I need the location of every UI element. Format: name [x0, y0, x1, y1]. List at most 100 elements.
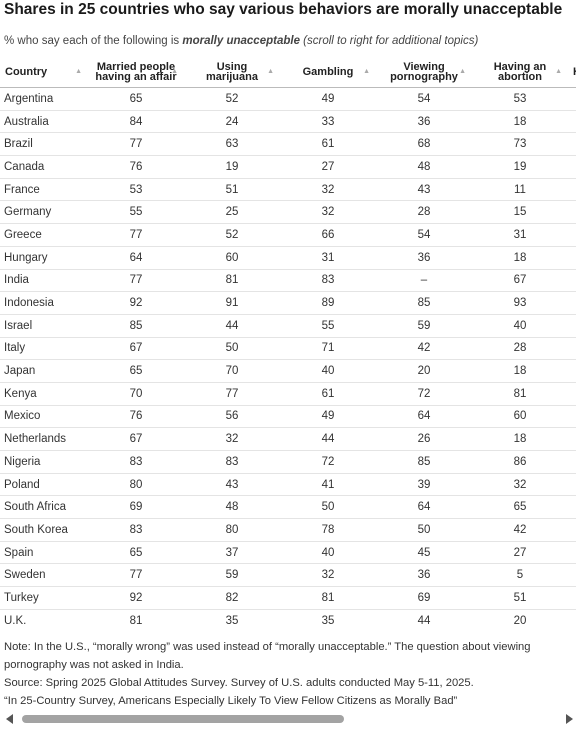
truncated-cell: [568, 563, 576, 588]
value-cell: 65: [88, 541, 184, 565]
table-row: U.K. 81 35 35 44 20: [0, 609, 576, 626]
column-header-pornography[interactable]: Viewing pornography ▲: [376, 56, 472, 88]
scroll-left-arrow-icon[interactable]: [6, 714, 13, 724]
horizontal-scrollbar[interactable]: [0, 713, 576, 727]
sort-triangle-icon[interactable]: ▲: [363, 68, 370, 75]
value-cell: 66: [280, 223, 376, 247]
value-cell: –: [376, 269, 472, 293]
country-cell: Poland: [0, 473, 88, 497]
country-cell: India: [0, 269, 88, 293]
value-cell: 40: [472, 314, 568, 338]
table-row: South Korea 83 80 78 50 42: [0, 518, 576, 542]
value-cell: 44: [376, 609, 472, 626]
value-cell: 71: [280, 337, 376, 361]
value-cell: 83: [88, 450, 184, 474]
scrollbar-thumb[interactable]: [22, 715, 344, 723]
value-cell: 32: [280, 178, 376, 202]
value-cell: 36: [376, 246, 472, 270]
value-cell: 76: [88, 155, 184, 179]
truncated-cell: [568, 541, 576, 565]
value-cell: 54: [376, 87, 472, 111]
value-cell: 70: [88, 382, 184, 406]
sort-triangle-icon[interactable]: ▲: [75, 68, 82, 75]
value-cell: 93: [472, 291, 568, 315]
truncated-cell: [568, 473, 576, 497]
sort-triangle-icon[interactable]: ▲: [267, 68, 274, 75]
value-cell: 36: [376, 110, 472, 134]
column-header-label: Having an abortion: [493, 60, 547, 83]
scroll-right-arrow-icon[interactable]: [566, 714, 573, 724]
country-cell: Germany: [0, 200, 88, 225]
value-cell: 83: [88, 518, 184, 542]
value-cell: 65: [88, 359, 184, 383]
country-cell: Sweden: [0, 563, 88, 588]
value-cell: 43: [184, 473, 280, 497]
country-cell: Hungary: [0, 246, 88, 270]
column-header-affair[interactable]: Married people having an affair ▲: [88, 56, 184, 88]
truncated-cell: [568, 178, 576, 202]
chart-notes: Note: In the U.S., “morally wrong” was u…: [4, 638, 574, 710]
value-cell: 60: [472, 405, 568, 429]
table-row: Netherlands 67 32 44 26 18: [0, 427, 576, 451]
value-cell: 67: [88, 337, 184, 361]
value-cell: 50: [280, 495, 376, 520]
value-cell: 69: [376, 586, 472, 610]
value-cell: 85: [376, 291, 472, 315]
value-cell: 51: [184, 178, 280, 202]
value-cell: 80: [88, 473, 184, 497]
note-line: Note: In the U.S., “morally wrong” was u…: [4, 641, 531, 653]
truncated-cell: [568, 200, 576, 225]
value-cell: 49: [280, 405, 376, 429]
truncated-cell: [568, 246, 576, 270]
column-header-country[interactable]: Country ▲: [0, 56, 88, 88]
truncated-cell: [568, 87, 576, 111]
table-row: Sweden 77 59 32 36 5: [0, 563, 576, 588]
value-cell: 52: [184, 87, 280, 111]
subtitle-suffix: (scroll to right for additional topics): [299, 35, 479, 47]
column-header-label: H: [573, 66, 576, 77]
column-header-abortion[interactable]: Having an abortion ▲: [472, 56, 568, 88]
table-row: Nigeria 83 83 72 85 86: [0, 450, 576, 474]
country-cell: Argentina: [0, 87, 88, 111]
value-cell: 39: [376, 473, 472, 497]
truncated-cell: [568, 495, 576, 520]
table-row: Germany 55 25 32 28 15: [0, 200, 576, 225]
truncated-cell: [568, 609, 576, 626]
value-cell: 80: [184, 518, 280, 542]
column-header-gambling[interactable]: Gambling ▲: [280, 56, 376, 88]
sort-triangle-icon[interactable]: ▲: [171, 68, 178, 75]
header-row: Country ▲ Married people having an affair…: [0, 56, 576, 88]
table-row: Hungary 64 60 31 36 18: [0, 246, 576, 270]
value-cell: 72: [376, 382, 472, 406]
value-cell: 5: [472, 563, 568, 588]
value-cell: 24: [184, 110, 280, 134]
country-cell: Brazil: [0, 132, 88, 157]
truncated-cell: [568, 405, 576, 429]
value-cell: 48: [376, 155, 472, 179]
column-header-truncated[interactable]: H: [568, 56, 576, 88]
value-cell: 67: [472, 269, 568, 293]
value-cell: 44: [184, 314, 280, 338]
column-header-marijuana[interactable]: Using marijuana ▲: [184, 56, 280, 88]
value-cell: 77: [88, 563, 184, 588]
table-scroll-area[interactable]: Country ▲ Married people having an affair…: [0, 56, 576, 626]
value-cell: 44: [280, 427, 376, 451]
table-row: Australia 84 24 33 36 18: [0, 110, 576, 134]
value-cell: 48: [184, 495, 280, 520]
truncated-cell: [568, 450, 576, 474]
sort-triangle-icon[interactable]: ▲: [555, 68, 562, 75]
chart-subtitle: % who say each of the following is moral…: [4, 35, 574, 47]
value-cell: 15: [472, 200, 568, 225]
country-cell: U.K.: [0, 609, 88, 626]
truncated-cell: [568, 359, 576, 383]
value-cell: 50: [376, 518, 472, 542]
sort-triangle-icon[interactable]: ▲: [459, 68, 466, 75]
table-row: Argentina 65 52 49 54 53: [0, 87, 576, 111]
table-row: Turkey 92 82 81 69 51: [0, 586, 576, 610]
table-row: Mexico 76 56 49 64 60: [0, 405, 576, 429]
value-cell: 59: [376, 314, 472, 338]
value-cell: 51: [472, 586, 568, 610]
country-cell: South Korea: [0, 518, 88, 542]
truncated-cell: [568, 291, 576, 315]
value-cell: 18: [472, 246, 568, 270]
